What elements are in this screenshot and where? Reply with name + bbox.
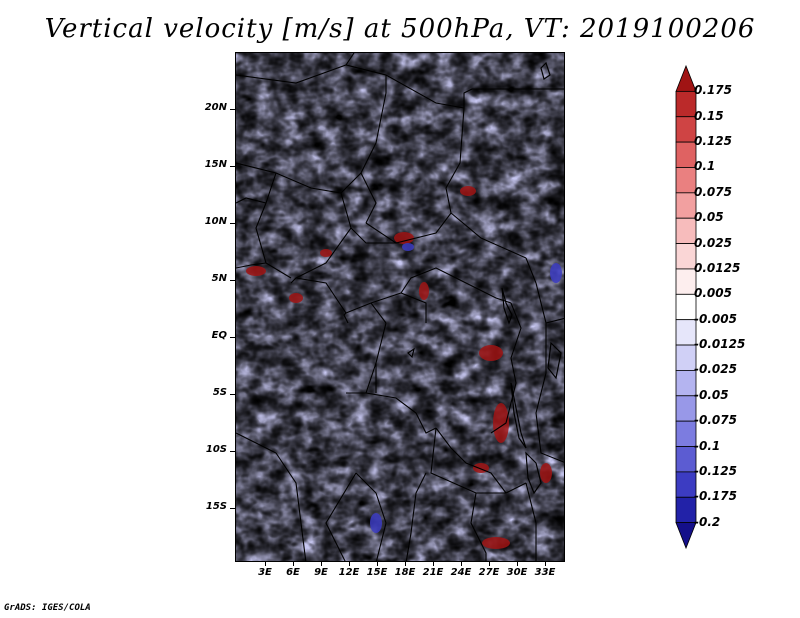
lat-tick bbox=[230, 109, 235, 110]
lon-label: 3E bbox=[258, 567, 272, 578]
colorbar-segment bbox=[675, 192, 697, 219]
lon-label: 15E bbox=[366, 567, 388, 578]
lat-tick bbox=[230, 394, 235, 395]
velocity-cell bbox=[320, 249, 332, 257]
colorbar-segment bbox=[675, 395, 697, 422]
colorbar-label: -0.005 bbox=[694, 311, 737, 326]
lat-label: 20N bbox=[204, 102, 227, 113]
velocity-cell bbox=[550, 263, 562, 283]
colorbar-label: 0.005 bbox=[694, 286, 732, 301]
colorbar-label: 0.125 bbox=[694, 134, 732, 149]
colorbar-label: 0.1 bbox=[694, 159, 716, 174]
lon-tick bbox=[405, 562, 406, 566]
velocity-cell bbox=[540, 463, 552, 483]
lat-tick bbox=[230, 508, 235, 509]
lat-label: 15S bbox=[205, 501, 227, 512]
velocity-cell bbox=[482, 537, 510, 549]
credit-text: GrADS: IGES/COLA bbox=[4, 603, 91, 613]
velocity-cell bbox=[370, 513, 382, 533]
colorbar-segment bbox=[675, 167, 697, 194]
lon-tick bbox=[433, 562, 434, 566]
chart-title: Vertical velocity [m/s] at 500hPa, VT: 2… bbox=[44, 14, 756, 44]
lon-label: 21E bbox=[422, 567, 444, 578]
lat-label: 10S bbox=[205, 444, 227, 455]
lon-label: 33E bbox=[534, 567, 556, 578]
lon-tick bbox=[489, 562, 490, 566]
colorbar-label: 0.175 bbox=[694, 83, 732, 98]
colorbar-label: -0.0125 bbox=[694, 337, 746, 352]
lon-label: 24E bbox=[450, 567, 472, 578]
lon-tick bbox=[321, 562, 322, 566]
colorbar-label: 0.0125 bbox=[694, 260, 741, 275]
lon-tick bbox=[377, 562, 378, 566]
lon-label: 9E bbox=[314, 567, 328, 578]
lon-label: 12E bbox=[338, 567, 360, 578]
lon-tick bbox=[293, 562, 294, 566]
colorbar-segment bbox=[675, 141, 697, 168]
velocity-cell bbox=[460, 186, 476, 196]
colorbar-segment bbox=[675, 522, 697, 550]
colorbar-segment bbox=[675, 217, 697, 244]
lon-tick bbox=[517, 562, 518, 566]
map-panel bbox=[235, 52, 565, 562]
lat-label: EQ bbox=[211, 330, 227, 341]
lat-label: 5N bbox=[211, 273, 227, 284]
colorbar-label: -0.2 bbox=[694, 514, 721, 529]
colorbar-segment bbox=[675, 243, 697, 270]
velocity-cell bbox=[493, 403, 509, 443]
lon-label: 30E bbox=[506, 567, 528, 578]
colorbar-segment bbox=[675, 420, 697, 447]
lat-tick bbox=[230, 166, 235, 167]
colorbar-label: 0.05 bbox=[694, 210, 724, 225]
colorbar-segment bbox=[675, 471, 697, 498]
lat-tick bbox=[230, 223, 235, 224]
colorbar-segment bbox=[675, 370, 697, 397]
lat-label: 5S bbox=[212, 387, 227, 398]
lat-tick bbox=[230, 451, 235, 452]
lon-tick bbox=[461, 562, 462, 566]
colorbar-segment bbox=[675, 446, 697, 473]
colorbar-label: -0.175 bbox=[694, 489, 737, 504]
velocity-cell bbox=[394, 232, 414, 244]
colorbar-segment bbox=[675, 344, 697, 371]
colorbar-label: -0.125 bbox=[694, 463, 737, 478]
lat-tick bbox=[230, 280, 235, 281]
lon-tick bbox=[265, 562, 266, 566]
colorbar-segment bbox=[675, 90, 697, 118]
colorbar-label: -0.05 bbox=[694, 387, 729, 402]
colorbar-label: 0.075 bbox=[694, 184, 732, 199]
colorbar-label: -0.025 bbox=[694, 362, 737, 377]
lat-label: 15N bbox=[204, 159, 227, 170]
colorbar-segment bbox=[675, 319, 697, 346]
colorbar-segment bbox=[675, 116, 697, 143]
colorbar-label: -0.075 bbox=[694, 413, 737, 428]
lon-label: 18E bbox=[394, 567, 416, 578]
lon-tick bbox=[545, 562, 546, 566]
colorbar-segment bbox=[675, 64, 697, 92]
vertical-velocity-field bbox=[236, 53, 564, 561]
colorbar-label: -0.1 bbox=[694, 438, 721, 453]
velocity-cell bbox=[289, 293, 303, 303]
velocity-cell bbox=[246, 266, 266, 276]
lon-label: 6E bbox=[286, 567, 300, 578]
colorbar-label: 0.15 bbox=[694, 108, 724, 123]
lat-tick bbox=[230, 337, 235, 338]
lon-label: 27E bbox=[478, 567, 500, 578]
colorbar-segment bbox=[675, 496, 697, 524]
colorbar-scale bbox=[675, 64, 697, 550]
colorbar-segment bbox=[675, 268, 697, 295]
velocity-cell bbox=[419, 282, 429, 300]
lon-tick bbox=[349, 562, 350, 566]
lat-label: 10N bbox=[204, 216, 227, 227]
velocity-cell bbox=[479, 345, 503, 361]
colorbar-label: 0.025 bbox=[694, 235, 732, 250]
velocity-cell bbox=[402, 243, 414, 251]
colorbar-segment bbox=[675, 293, 697, 321]
